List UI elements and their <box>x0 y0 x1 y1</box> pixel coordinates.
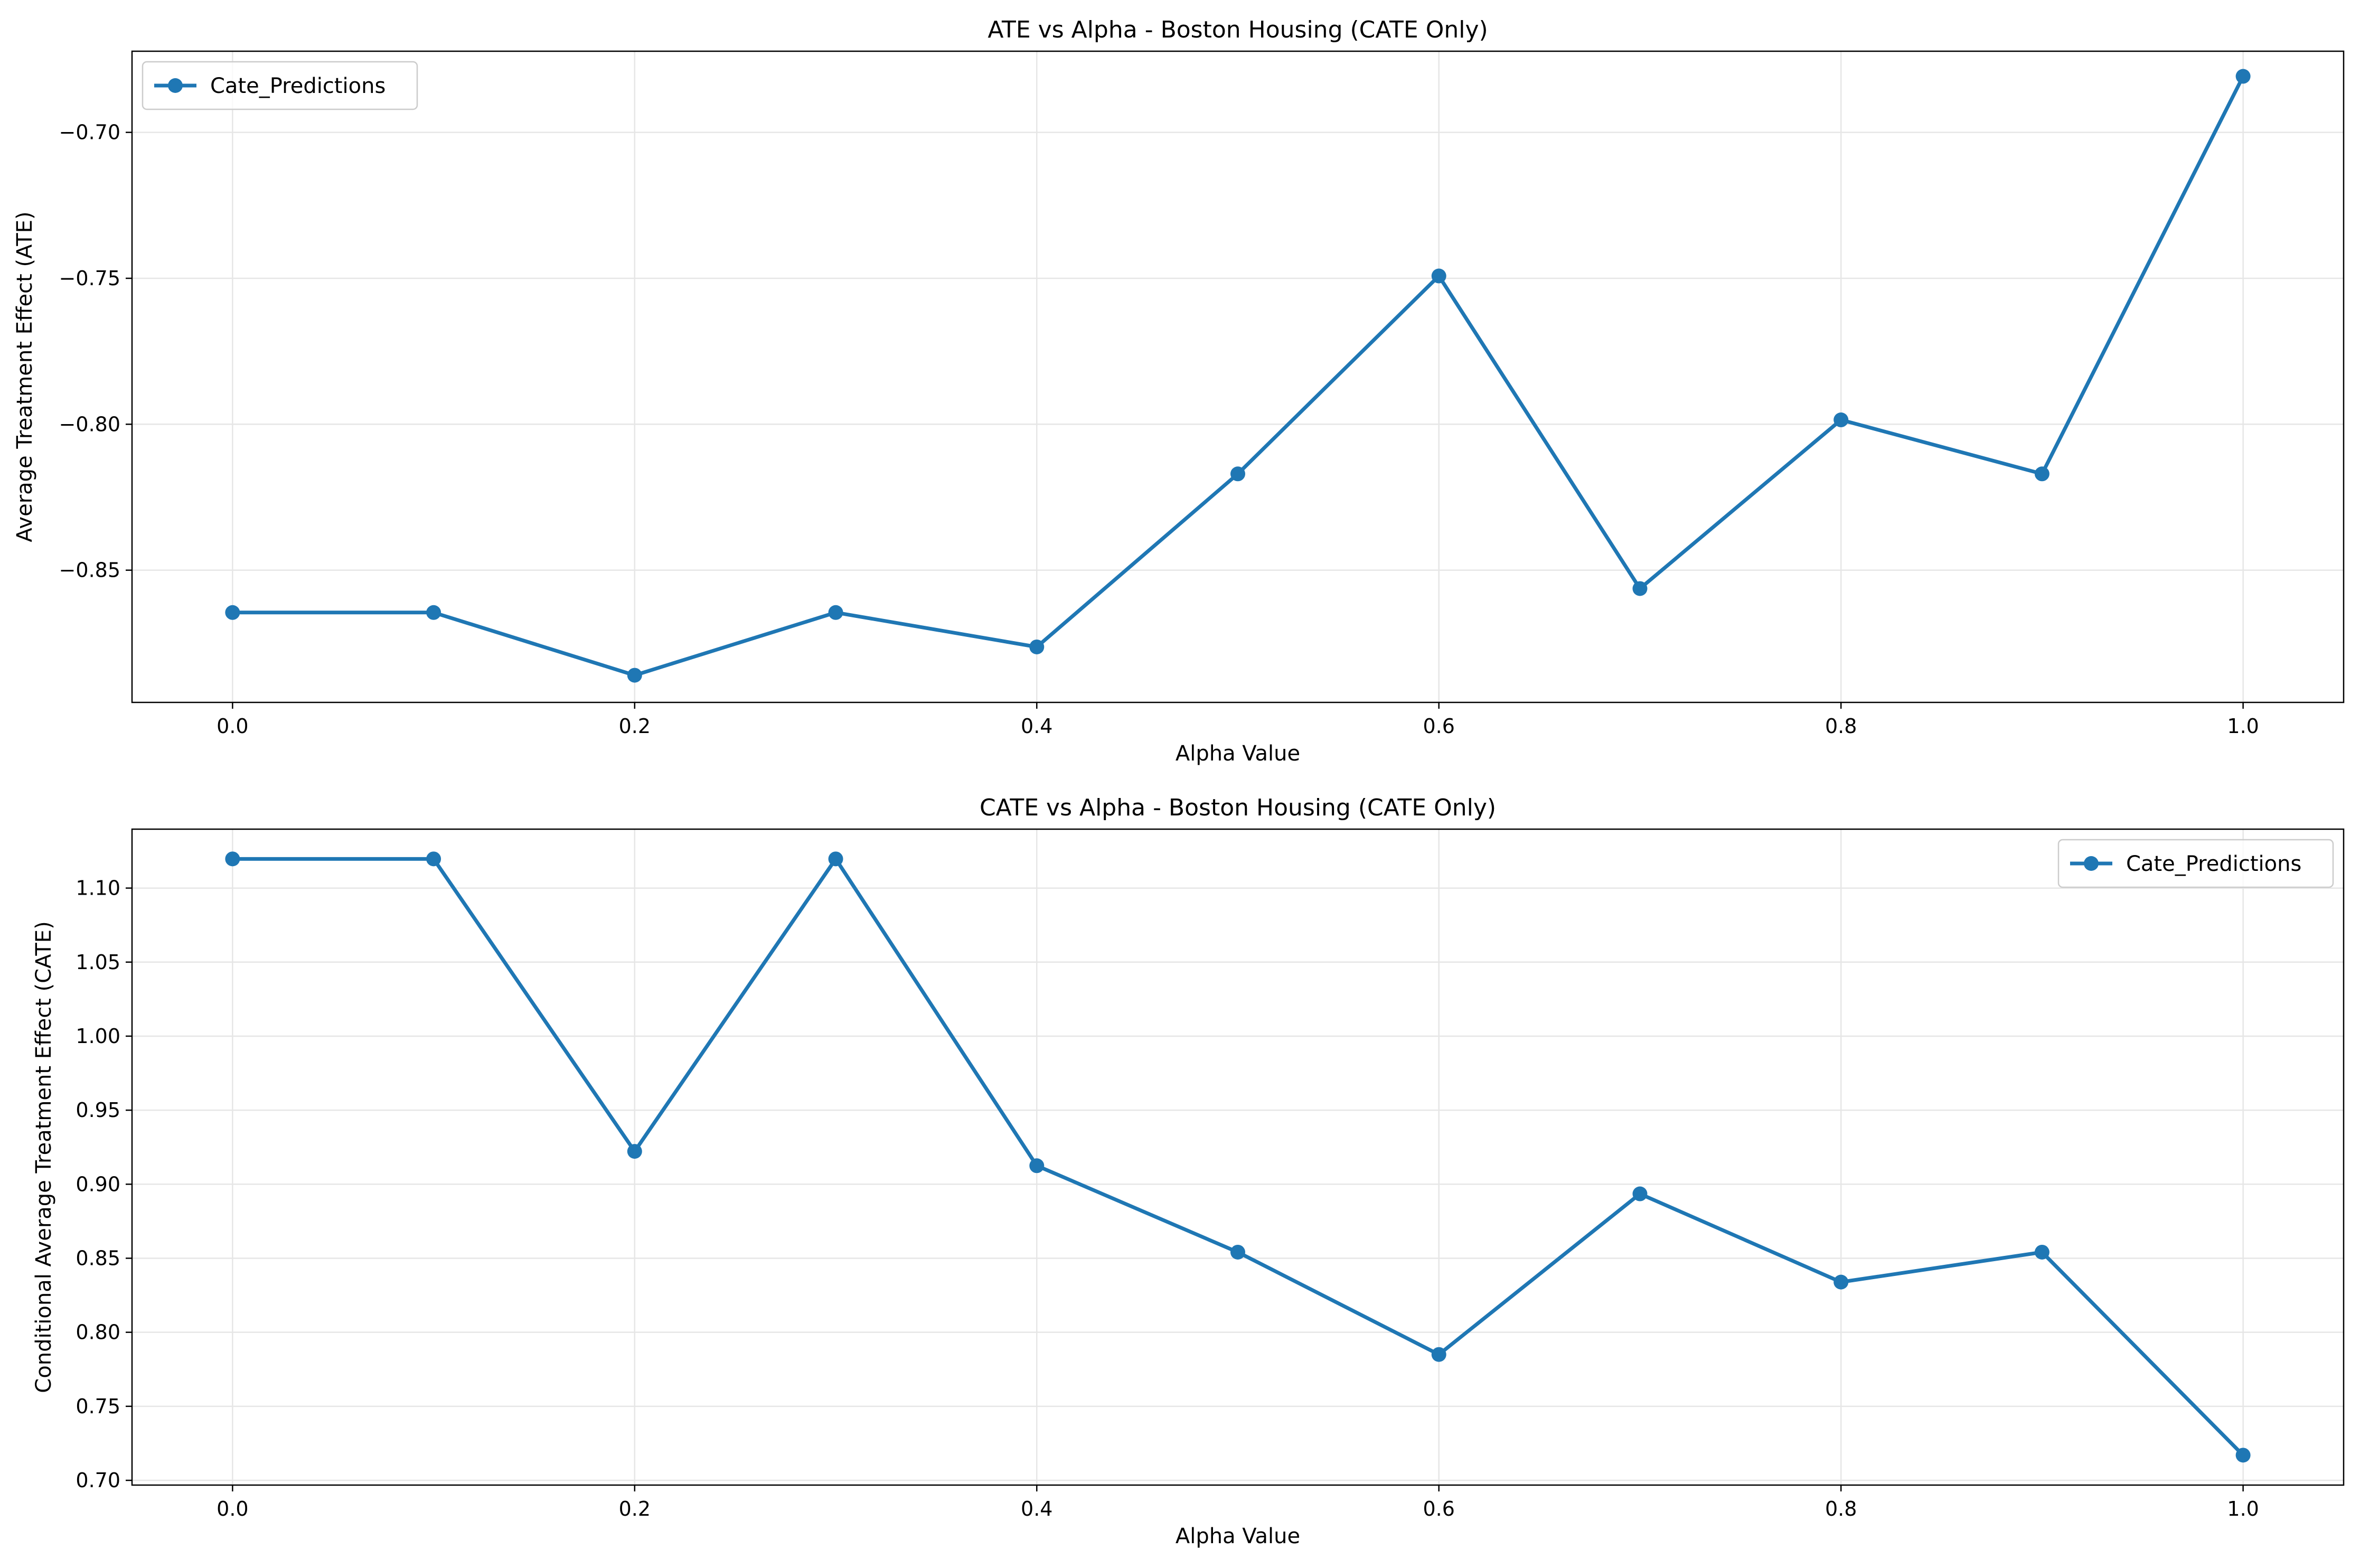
y-tick-label: −0.70 <box>59 121 120 144</box>
x-tick-label: 0.8 <box>1825 715 1857 738</box>
legend: Cate_Predictions <box>142 61 418 110</box>
data-point <box>225 851 240 867</box>
y-tick-label: 1.10 <box>76 877 120 900</box>
chart-panel-2: 0.0 0.2 0.4 0.6 0.8 1.0 0.70 0.75 0.80 0.85 0.90 0.… <box>32 794 2345 1548</box>
legend: Cate_Predictions <box>2057 839 2334 888</box>
chart-panel-1: 0.0 0.2 0.4 0.6 0.8 1.0 −0.85 −0.80 −0.75 −0.70 AT… <box>13 16 2345 766</box>
data-point <box>1230 466 1245 482</box>
data-point <box>225 605 240 620</box>
data-point <box>1834 1274 1849 1290</box>
legend-box <box>2057 839 2334 888</box>
data-point <box>828 605 843 620</box>
data-point <box>2235 1448 2251 1463</box>
data-point <box>426 605 441 620</box>
chart-title: CATE vs Alpha - Boston Housing (CATE Onl… <box>980 794 1496 821</box>
data-point <box>1632 1186 1648 1201</box>
legend-entry-label: Cate_Predictions <box>210 74 386 98</box>
x-tick-label: 0.8 <box>1825 1497 1857 1520</box>
series-line <box>230 74 2245 678</box>
data-point <box>1632 581 1648 596</box>
y-tick-label: 1.05 <box>76 951 120 974</box>
data-point <box>2034 466 2049 482</box>
chart-title: ATE vs Alpha - Boston Housing (CATE Only… <box>988 16 1488 43</box>
data-point <box>828 851 843 867</box>
x-tick-label: 1.0 <box>2227 1497 2259 1520</box>
x-axis-label: Alpha Value <box>1176 1524 1300 1548</box>
y-tick-label: 0.70 <box>76 1469 120 1492</box>
x-tick-label: 0.6 <box>1423 715 1455 738</box>
x-axis-label: Alpha Value <box>1176 741 1300 766</box>
y-tick-label: 0.95 <box>76 1098 120 1122</box>
y-tick-label: −0.85 <box>59 559 120 582</box>
series-line <box>230 857 2245 1457</box>
y-tick-label: 0.90 <box>76 1172 120 1196</box>
x-tick-label: 0.4 <box>1021 715 1052 738</box>
x-tick-label: 0.4 <box>1021 1497 1052 1520</box>
y-tick-label: −0.75 <box>59 267 120 290</box>
plot-frame <box>131 828 2345 1486</box>
data-point <box>1029 639 1045 654</box>
legend-marker-swatch <box>2084 856 2099 871</box>
y-tick-label: 1.00 <box>76 1025 120 1048</box>
y-tick-label: −0.80 <box>59 412 120 436</box>
y-axis-label: Average Treatment Effect (ATE) <box>13 211 37 542</box>
x-tick-label: 1.0 <box>2227 715 2259 738</box>
x-tick-label: 0.6 <box>1423 1497 1455 1520</box>
data-point <box>2034 1244 2049 1260</box>
data-point <box>1834 412 1849 428</box>
x-tick-label: 0.0 <box>217 715 248 738</box>
y-tick-label: 0.75 <box>76 1395 120 1418</box>
y-tick-label: 0.85 <box>76 1246 120 1270</box>
data-point <box>1029 1158 1045 1173</box>
data-point <box>627 1144 642 1159</box>
x-tick-label: 0.0 <box>217 1497 248 1520</box>
legend-box <box>142 61 418 110</box>
y-axis-label: Conditional Average Treatment Effect (CA… <box>32 921 56 1393</box>
data-point <box>1230 1244 1245 1260</box>
x-tick-label: 0.2 <box>619 1497 651 1520</box>
data-point <box>2235 69 2251 84</box>
data-point <box>426 851 441 867</box>
y-tick-label: 0.80 <box>76 1321 120 1344</box>
legend-entry-label: Cate_Predictions <box>2126 852 2301 876</box>
data-point <box>627 668 642 683</box>
data-point <box>1431 1347 1446 1362</box>
plot-frame <box>131 50 2345 703</box>
legend-marker-swatch <box>168 78 183 93</box>
data-point <box>1431 268 1446 284</box>
x-tick-label: 0.2 <box>619 715 651 738</box>
